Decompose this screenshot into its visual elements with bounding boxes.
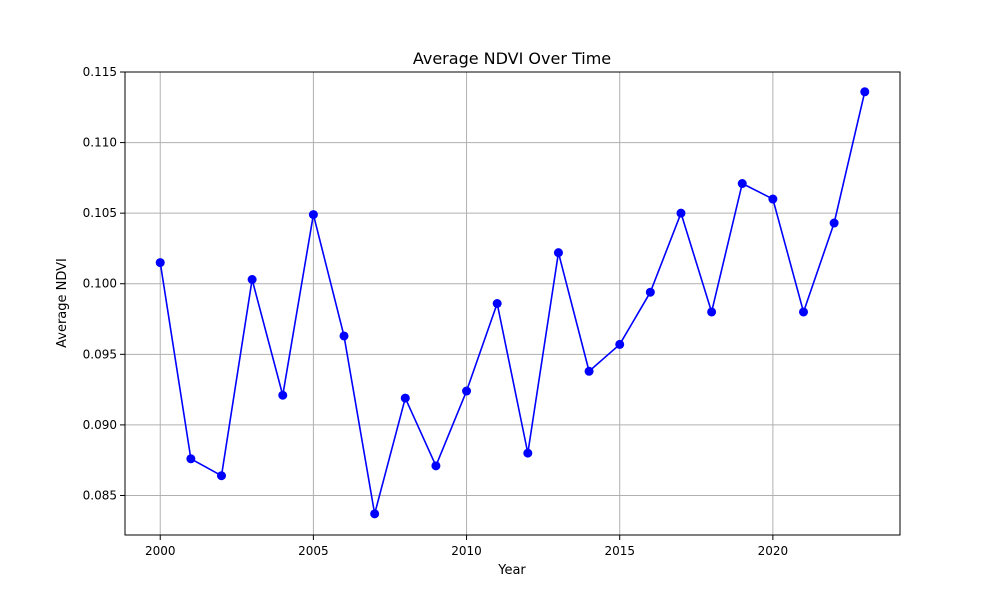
x-tick-label: 2005 bbox=[298, 544, 329, 558]
data-point bbox=[737, 179, 747, 189]
data-point bbox=[799, 307, 809, 317]
x-tick-label: 2000 bbox=[145, 544, 176, 558]
data-point bbox=[370, 509, 380, 519]
y-tick-label: 0.095 bbox=[83, 347, 117, 361]
data-point bbox=[247, 275, 257, 285]
data-point bbox=[492, 299, 502, 308]
y-tick-label: 0.105 bbox=[83, 206, 117, 220]
data-point bbox=[462, 386, 472, 396]
x-tick-label: 2010 bbox=[451, 544, 482, 558]
grid-lines bbox=[125, 71, 900, 535]
y-tick-label: 0.085 bbox=[83, 488, 117, 502]
data-point bbox=[553, 248, 563, 258]
axis-ticks: 2000 2005 2010 2015 2020 0.085 0.090 0.095 0.100… bbox=[83, 65, 789, 558]
plot-frame bbox=[124, 71, 901, 536]
data-point bbox=[860, 87, 870, 97]
data-point bbox=[216, 471, 226, 481]
data-series bbox=[155, 87, 870, 519]
data-point bbox=[523, 448, 533, 458]
series-line bbox=[159, 91, 866, 515]
data-point bbox=[584, 366, 594, 376]
x-tick-label: 2015 bbox=[604, 544, 635, 558]
y-axis-label: Average NDVI bbox=[55, 258, 70, 348]
data-point bbox=[768, 194, 778, 204]
data-point bbox=[645, 287, 655, 297]
y-tick-label: 0.115 bbox=[83, 65, 117, 79]
data-point bbox=[829, 218, 839, 228]
y-tick-label: 0.100 bbox=[83, 277, 117, 291]
data-point bbox=[278, 390, 288, 400]
data-point bbox=[339, 331, 349, 341]
data-point bbox=[431, 461, 441, 471]
x-tick-label: 2020 bbox=[758, 544, 789, 558]
data-point bbox=[707, 307, 717, 317]
data-point bbox=[676, 208, 686, 218]
data-point bbox=[155, 258, 165, 268]
data-point bbox=[308, 210, 318, 220]
data-point bbox=[400, 393, 410, 403]
y-tick-label: 0.090 bbox=[83, 418, 117, 432]
chart-title: Average NDVI Over Time bbox=[413, 49, 611, 68]
data-point bbox=[186, 454, 196, 464]
x-axis-label: Year bbox=[497, 563, 526, 578]
data-point bbox=[615, 339, 625, 349]
y-tick-label: 0.110 bbox=[83, 136, 117, 150]
